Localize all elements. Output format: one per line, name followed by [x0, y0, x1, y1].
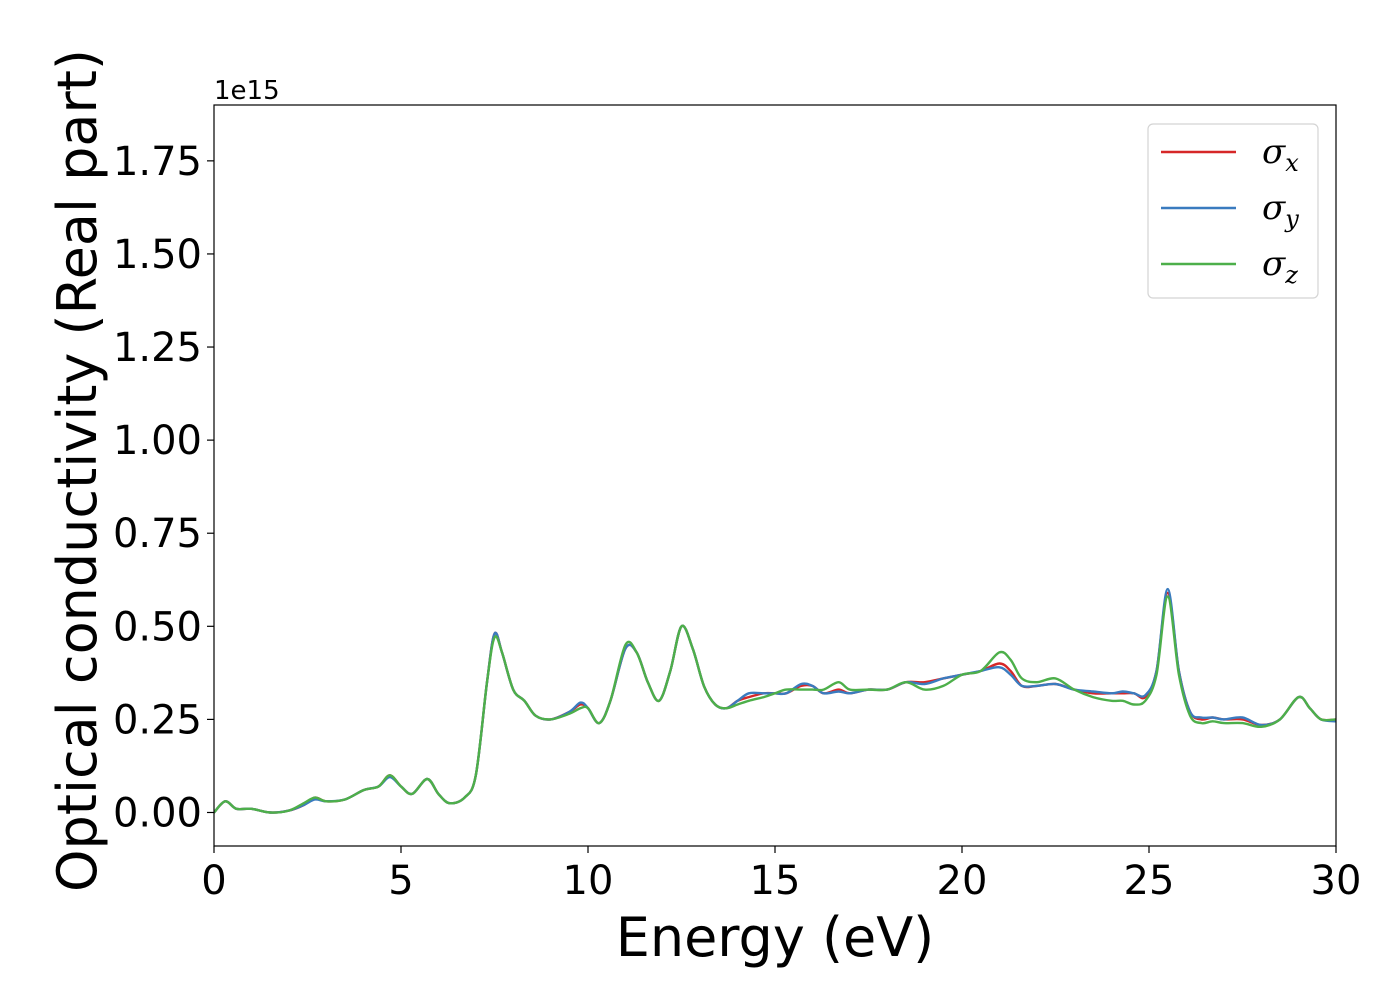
x-tick-label: 5 [388, 858, 413, 904]
y-tick-label: 0.75 [113, 511, 202, 557]
x-tick-label: 10 [563, 858, 614, 904]
x-axis: 0 5 10 15 20 25 30 [201, 846, 1361, 904]
x-tick-label: 30 [1311, 858, 1362, 904]
y-tick-label: 1.25 [113, 325, 202, 371]
legend-label-y: σy [1262, 188, 1299, 233]
series-line-z [214, 595, 1336, 814]
x-axis-title: Energy (eV) [616, 906, 935, 969]
legend-box [1147, 123, 1319, 299]
y-tick-label: 1.75 [113, 139, 202, 185]
plot-lines [214, 587, 1336, 814]
x-tick-label: 0 [201, 858, 226, 904]
y-offset-label: 1e15 [214, 76, 280, 106]
x-tick-label: 15 [750, 858, 801, 904]
x-tick-label: 25 [1124, 858, 1175, 904]
y-axis: 0.00 0.25 0.50 0.75 1.00 1.25 1.50 1.75 [113, 139, 214, 836]
x-tick-label: 20 [937, 858, 988, 904]
y-tick-label: 0.00 [113, 790, 202, 836]
y-tick-label: 0.50 [113, 604, 202, 650]
legend-label-z: σz [1262, 244, 1298, 289]
y-tick-label: 1.00 [113, 418, 202, 464]
y-tick-label: 1.50 [113, 232, 202, 278]
series-line-y [214, 587, 1336, 814]
legend: σx σy σz [1147, 123, 1319, 299]
legend-label-x: σx [1262, 132, 1299, 177]
y-axis-title: Optical conductivity (Real part) [46, 49, 109, 892]
series-line-x [214, 591, 1336, 814]
y-tick-label: 0.25 [113, 697, 202, 743]
